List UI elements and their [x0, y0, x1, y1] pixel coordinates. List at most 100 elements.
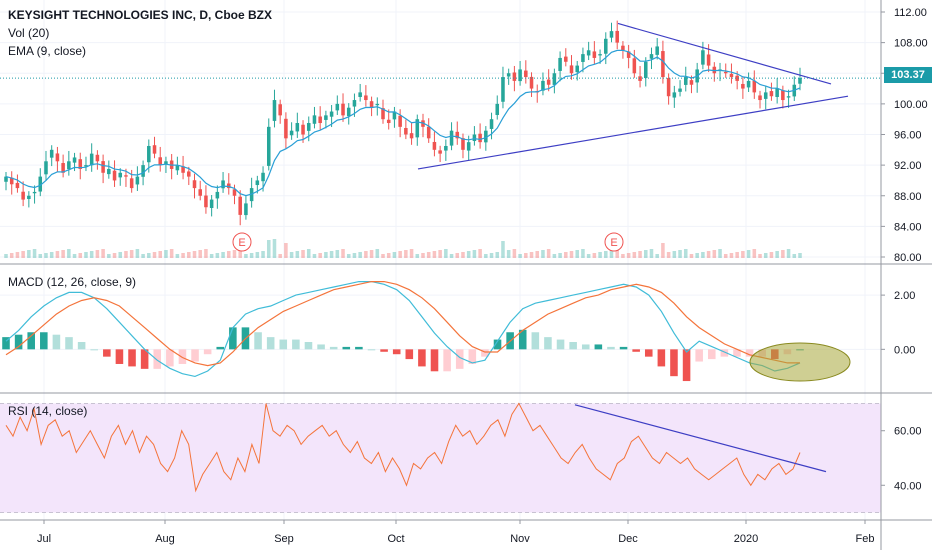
macd-histogram-bar	[682, 349, 691, 382]
candle-body	[581, 54, 585, 62]
macd-histogram-bar	[695, 349, 703, 362]
candle-body	[312, 115, 317, 124]
candle-body	[586, 50, 591, 56]
price-tick-label: 96.00	[894, 130, 922, 142]
volume-bar	[158, 251, 163, 258]
chart-title: KEYSIGHT TECHNOLOGIES INC, D, Cboe BZX	[8, 8, 273, 22]
volume-bar	[152, 252, 157, 258]
volume-bar	[541, 250, 545, 258]
macd-histogram-bar	[493, 339, 502, 350]
volume-bar	[604, 251, 608, 258]
volume-bar	[598, 252, 602, 258]
volume-bar	[101, 249, 105, 258]
candle-body	[609, 31, 614, 38]
volume-bar	[472, 250, 477, 258]
volume-bar	[329, 251, 334, 258]
volume-bar	[695, 253, 699, 258]
candle-body	[478, 133, 482, 143]
macd-histogram-bar	[581, 344, 590, 350]
candle-body	[701, 50, 705, 65]
candle-body	[455, 131, 460, 139]
candle-body	[683, 77, 688, 85]
last-price-tag: 103.37	[884, 67, 932, 83]
date-tick-label: Dec	[618, 533, 638, 545]
candle-body	[626, 51, 631, 58]
candle-body	[181, 166, 185, 173]
candle-body	[569, 65, 574, 74]
candle-body	[215, 191, 220, 199]
volume-bar	[558, 253, 562, 258]
candle-body	[564, 56, 568, 62]
volume-bar	[621, 254, 625, 258]
candle-body	[335, 103, 340, 111]
volume-bar	[4, 254, 8, 258]
candle-body	[758, 95, 762, 101]
candle-body	[192, 180, 197, 189]
volume-bar	[495, 252, 500, 258]
volume-bar	[381, 254, 385, 258]
candle-body	[221, 180, 225, 189]
candle-body	[643, 61, 648, 79]
volume-bar	[638, 251, 642, 258]
trendlines[interactable]	[417, 22, 849, 473]
candle-body	[329, 111, 334, 117]
volume-bar	[524, 253, 528, 258]
volume-bar	[712, 250, 717, 258]
candle-body	[541, 80, 545, 91]
volume-bar	[444, 249, 448, 258]
macd-histogram-bar	[304, 342, 313, 350]
volume-bar	[364, 251, 368, 258]
macd-histogram-bar	[40, 332, 48, 350]
volume-bar	[609, 250, 614, 258]
candle-body	[9, 177, 14, 185]
volume-bar	[112, 253, 117, 258]
volume-bar	[221, 252, 225, 258]
candle-body	[266, 126, 271, 166]
resistance-trendline	[617, 22, 832, 85]
macd-histogram-bar	[266, 337, 275, 350]
volume-bar	[404, 250, 408, 258]
candle-body	[44, 161, 48, 175]
candle-body	[381, 108, 385, 120]
candle-body	[4, 176, 8, 182]
volume-bar	[723, 254, 728, 258]
volume-bar	[461, 252, 465, 258]
candle-body	[489, 119, 494, 129]
price-tick-label: 84.00	[894, 221, 922, 233]
macd-highlight-ellipse[interactable]	[749, 342, 851, 382]
volume-bar	[741, 251, 745, 258]
candle-body	[444, 145, 448, 151]
candle-body	[495, 103, 500, 115]
volume-bar	[552, 254, 557, 258]
macd-histogram-bar	[52, 334, 61, 350]
earnings-marker	[604, 232, 624, 252]
macd-line	[5, 281, 801, 378]
candle-body	[763, 92, 768, 99]
volume-bar	[204, 249, 208, 258]
macd-histogram-bar	[544, 337, 552, 350]
volume-bar	[592, 253, 597, 258]
candles[interactable]	[4, 20, 802, 226]
candle-body	[706, 54, 711, 66]
macd-histogram-bar	[103, 349, 111, 357]
volume-bar	[67, 249, 71, 258]
volume-bar	[124, 251, 128, 258]
volume-bar	[689, 254, 694, 258]
macd-histogram-bar	[292, 339, 300, 350]
candle-body	[15, 182, 20, 189]
macd-histogram-bar	[216, 346, 225, 350]
macd-histogram-bar	[254, 332, 262, 350]
volume-bar	[661, 243, 665, 258]
candle-body	[466, 142, 471, 151]
candle-body	[632, 58, 637, 74]
volume-bar	[752, 249, 757, 258]
candle-body	[175, 165, 180, 171]
volume-bar	[341, 249, 345, 258]
candle-body	[341, 103, 345, 116]
macd-histogram-bar	[355, 346, 363, 350]
macd-histogram-bar	[380, 349, 388, 352]
volume-bar	[432, 251, 437, 258]
volume-bar	[626, 253, 631, 258]
